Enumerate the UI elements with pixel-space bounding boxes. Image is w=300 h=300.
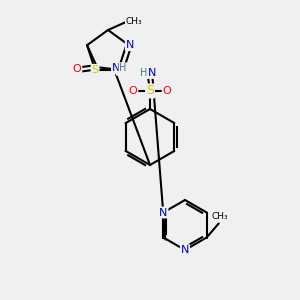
Text: H: H — [140, 68, 148, 78]
Text: CH₃: CH₃ — [126, 16, 142, 26]
Text: N: N — [148, 68, 156, 78]
Text: S: S — [92, 65, 99, 75]
Text: O: O — [163, 86, 171, 96]
Text: S: S — [146, 85, 154, 98]
Text: CH₃: CH₃ — [211, 212, 228, 221]
Text: N: N — [112, 63, 120, 73]
Text: N: N — [181, 245, 189, 255]
Text: N: N — [159, 208, 167, 218]
Text: O: O — [129, 86, 137, 96]
Text: N: N — [117, 65, 125, 75]
Text: N: N — [126, 40, 134, 50]
Text: O: O — [73, 64, 82, 74]
Text: H: H — [119, 63, 127, 73]
